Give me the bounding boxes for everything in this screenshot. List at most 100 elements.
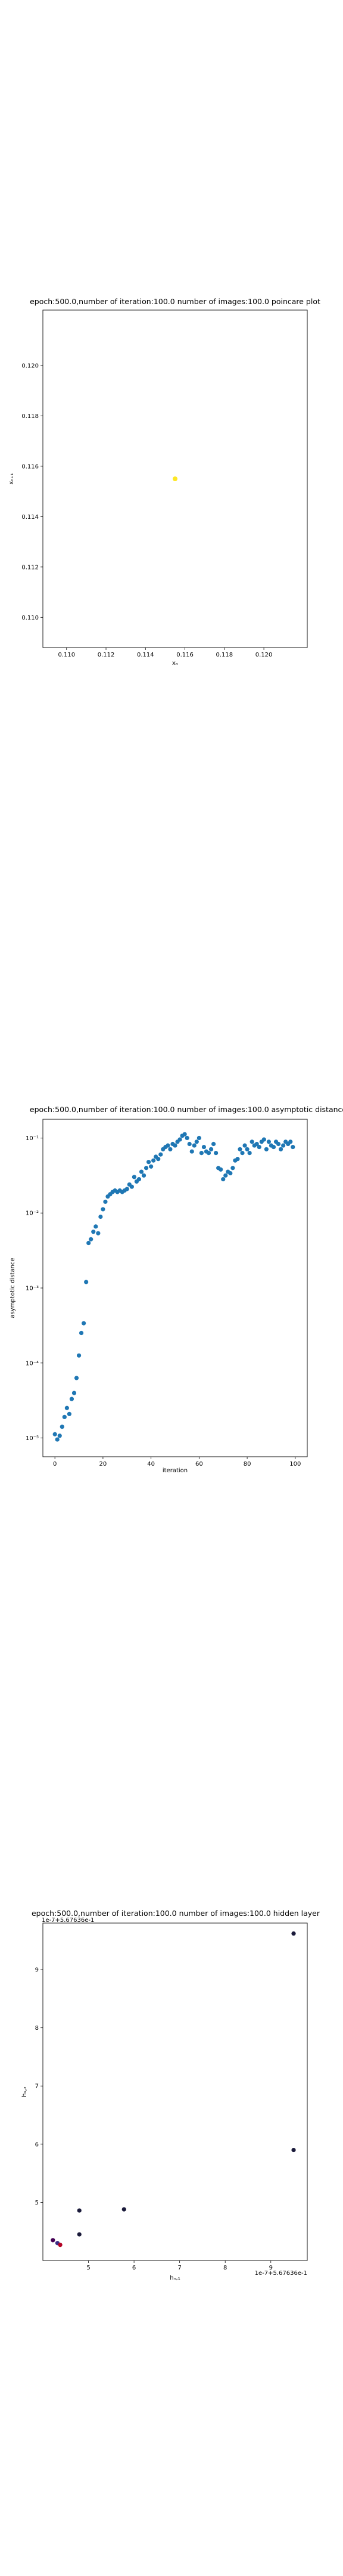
data-point [194,1140,199,1144]
x-tick-label: 9 [269,2265,273,2271]
data-point [149,1164,154,1169]
data-point [71,1391,77,1395]
poincare-chart: epoch:500.0,number of iteration:100.0 nu… [8,297,320,667]
x-tick-label: 8 [223,2265,227,2271]
chart-title: epoch:500.0,number of iteration:100.0 nu… [30,297,320,306]
y-tick-label: 0.110 [21,615,39,621]
x-tick-label: 0.118 [216,652,233,658]
data-point [156,1157,161,1162]
data-point [89,1237,93,1241]
x-tick-label: 6 [132,2265,136,2271]
data-point [214,1151,219,1156]
data-point [173,476,177,481]
data-point [291,1931,296,1936]
y-tick-label: 10⁻¹ [26,1135,39,1142]
y-axis-label: xₙ₊₁ [8,473,15,484]
data-point [77,2208,82,2213]
asymptotic-distance-figure: epoch:500.0,number of iteration:100.0 nu… [0,1100,343,1476]
hidden-layer-chart: epoch:500.0,number of iteration:100.0 nu… [21,1909,320,2281]
data-point [82,1321,86,1326]
x-tick-label: 0.112 [98,652,115,658]
data-points [51,1931,296,2247]
data-point [228,1171,233,1176]
data-point [91,1230,96,1234]
x-axis-label: iteration [163,1467,188,1474]
data-point [101,1207,105,1212]
data-point [146,1160,151,1165]
data-point [84,1280,89,1284]
chart-title: epoch:500.0,number of iteration:100.0 nu… [32,1909,320,1918]
y-tick-label: 0.112 [21,564,39,571]
data-point [279,1147,283,1151]
data-point [245,1147,250,1151]
data-point [221,1177,226,1182]
x-tick-label: 40 [147,1461,155,1467]
data-point [60,1425,64,1429]
plot-frame [42,1922,308,2261]
asymptotic-distance-chart: epoch:500.0,number of iteration:100.0 nu… [10,1105,343,1474]
data-point [185,1135,189,1141]
data-point [55,1437,60,1442]
data-point [281,1143,286,1148]
data-point [261,1137,266,1142]
x-tick-label: 0 [53,1461,57,1467]
data-point [206,1151,211,1156]
data-point [62,1414,67,1419]
y-tick-label: 0.114 [21,514,39,521]
data-point [257,1144,261,1150]
data-point [57,1433,62,1438]
y-axis: 0.110 0.112 0.114 0.116 0.118 0.120 [21,363,43,621]
y-tick-label: 7 [35,2083,39,2090]
y-axis-label: hₙ,₂ [21,2086,28,2097]
data-point [199,1151,204,1156]
y-tick-label: 0.118 [21,413,39,420]
data-point [64,1405,69,1410]
y-axis: 5 6 7 8 9 [35,1967,43,2206]
x-tick-label: 0.114 [137,652,154,658]
y-axis: 10⁻⁵ 10⁻⁴ 10⁻³ 10⁻² 10⁻¹ [26,1135,43,1442]
data-point [74,1376,79,1380]
data-point [189,1149,194,1154]
data-point [79,1330,84,1336]
x-axis-label: xₙ [172,660,178,667]
y-tick-label: 6 [35,2141,39,2148]
data-point [141,1173,146,1178]
data-point [197,1135,201,1141]
data-point [52,1432,57,1436]
data-point [58,2243,63,2247]
data-point [254,1141,259,1147]
y-tick-label: 10⁻² [26,1210,39,1217]
data-points [52,1132,295,1442]
data-point [271,1144,276,1150]
y-tick-label: 10⁻³ [26,1286,39,1292]
data-point [166,1143,170,1148]
data-point [182,1132,187,1137]
y-tick-label: 9 [35,1967,39,1974]
data-point [242,1143,247,1148]
y-tick-label: 10⁻⁴ [26,1360,39,1367]
x-tick-label: 0.120 [255,652,273,658]
data-point [76,1353,82,1358]
x-axis: 5 6 7 8 9 [86,2261,273,2271]
data-point [208,1147,214,1151]
data-point [240,1151,245,1156]
data-point [291,2147,296,2153]
data-point [247,1151,252,1156]
plot-frame [42,1119,308,1457]
x-tick-label: 100 [289,1461,301,1467]
data-point [223,1173,228,1178]
data-point [211,1141,216,1147]
x-tick-label: 60 [195,1461,203,1467]
x-tick-label: 20 [99,1461,107,1467]
y-tick-label: 8 [35,2025,39,2032]
data-point [151,1158,156,1163]
data-point [132,1175,136,1179]
data-point [168,1147,173,1151]
data-point [93,1224,98,1229]
data-point [158,1152,163,1157]
data-point [187,1141,192,1147]
corner-offset-text: 1e-7+5.67636e-1 [42,1917,94,1924]
data-point [173,1143,177,1148]
x-tick-label: 0.110 [58,652,75,658]
x-tick-label: 80 [244,1461,251,1467]
